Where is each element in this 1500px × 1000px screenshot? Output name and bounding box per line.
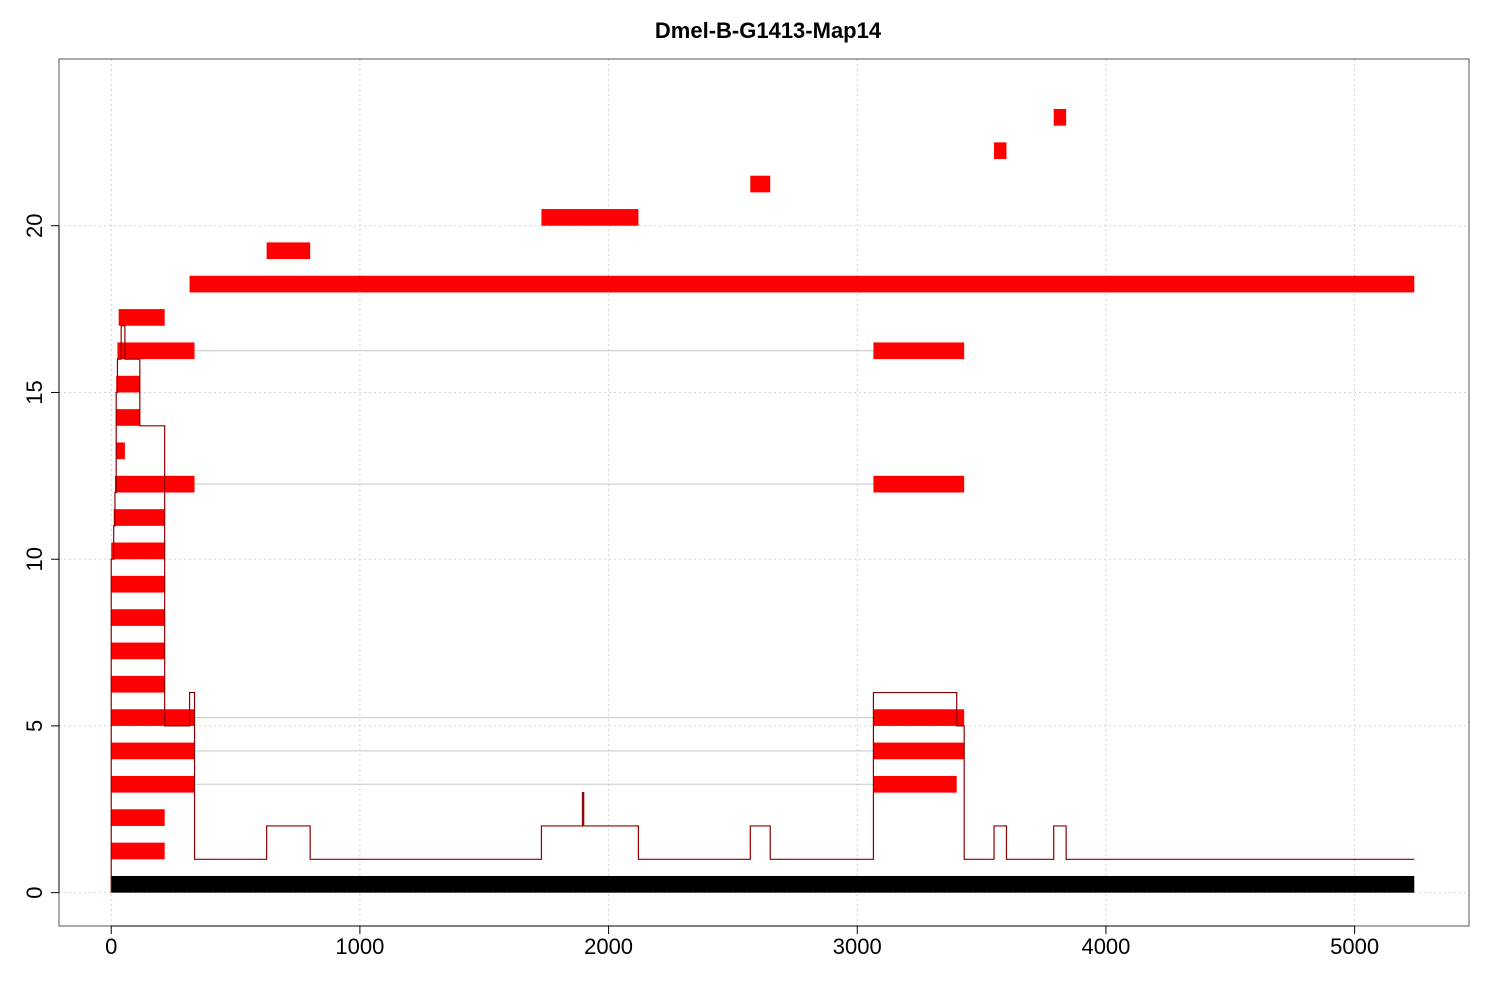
coverage-group <box>110 325 1415 893</box>
y-tick-label: 10 <box>22 547 47 571</box>
segment-bar <box>873 709 965 726</box>
y-axis: 0 5 10 15 20 <box>22 213 60 899</box>
x-tick-label: 5000 <box>1330 934 1379 959</box>
segment-bar <box>873 742 965 760</box>
baseline-bar <box>111 875 1415 893</box>
x-tick-label: 4000 <box>1081 934 1130 959</box>
segment-bar <box>111 609 165 626</box>
segment-bar <box>994 142 1007 160</box>
segment-bar <box>873 775 957 793</box>
y-tick-label: 20 <box>22 213 47 237</box>
segment-bar <box>114 475 195 493</box>
segment-bar <box>111 542 165 560</box>
segment-bar <box>117 342 195 360</box>
segment-bar <box>118 309 165 326</box>
x-tick-label: 3000 <box>833 934 882 959</box>
segment-bar <box>116 409 140 426</box>
y-tick-label: 5 <box>22 720 47 732</box>
segment-bar <box>750 175 771 193</box>
x-tick-label: 0 <box>105 934 117 959</box>
x-tick-label: 1000 <box>335 934 384 959</box>
x-axis: 0 1000 2000 3000 4000 5000 <box>105 925 1379 959</box>
segment-bar <box>1053 109 1067 126</box>
x-tick-label: 2000 <box>584 934 633 959</box>
segment-bar <box>873 475 965 493</box>
segment-bar <box>116 375 140 393</box>
y-tick-label: 15 <box>22 380 47 404</box>
y-tick-label: 0 <box>22 887 47 899</box>
segment-bar <box>111 675 165 693</box>
segment-bar <box>873 342 965 360</box>
segment-bar <box>111 709 195 726</box>
segment-bar <box>111 842 165 860</box>
segment-bar <box>541 209 639 226</box>
segment-bar <box>116 442 125 460</box>
coverage-line <box>110 325 1415 893</box>
segment-bar <box>189 275 1415 293</box>
baseline-group <box>111 875 1415 893</box>
segments <box>111 109 1415 860</box>
segment-bar <box>111 809 165 826</box>
segment-bar <box>111 575 165 593</box>
segment-bar <box>111 775 195 793</box>
segment-bar <box>113 509 165 526</box>
segment-bar <box>111 742 195 760</box>
segment-bar <box>266 242 311 260</box>
connector-lines <box>194 350 874 785</box>
segment-bar <box>111 642 165 660</box>
chart-title: Dmel-B-G1413-Map14 <box>655 18 882 43</box>
